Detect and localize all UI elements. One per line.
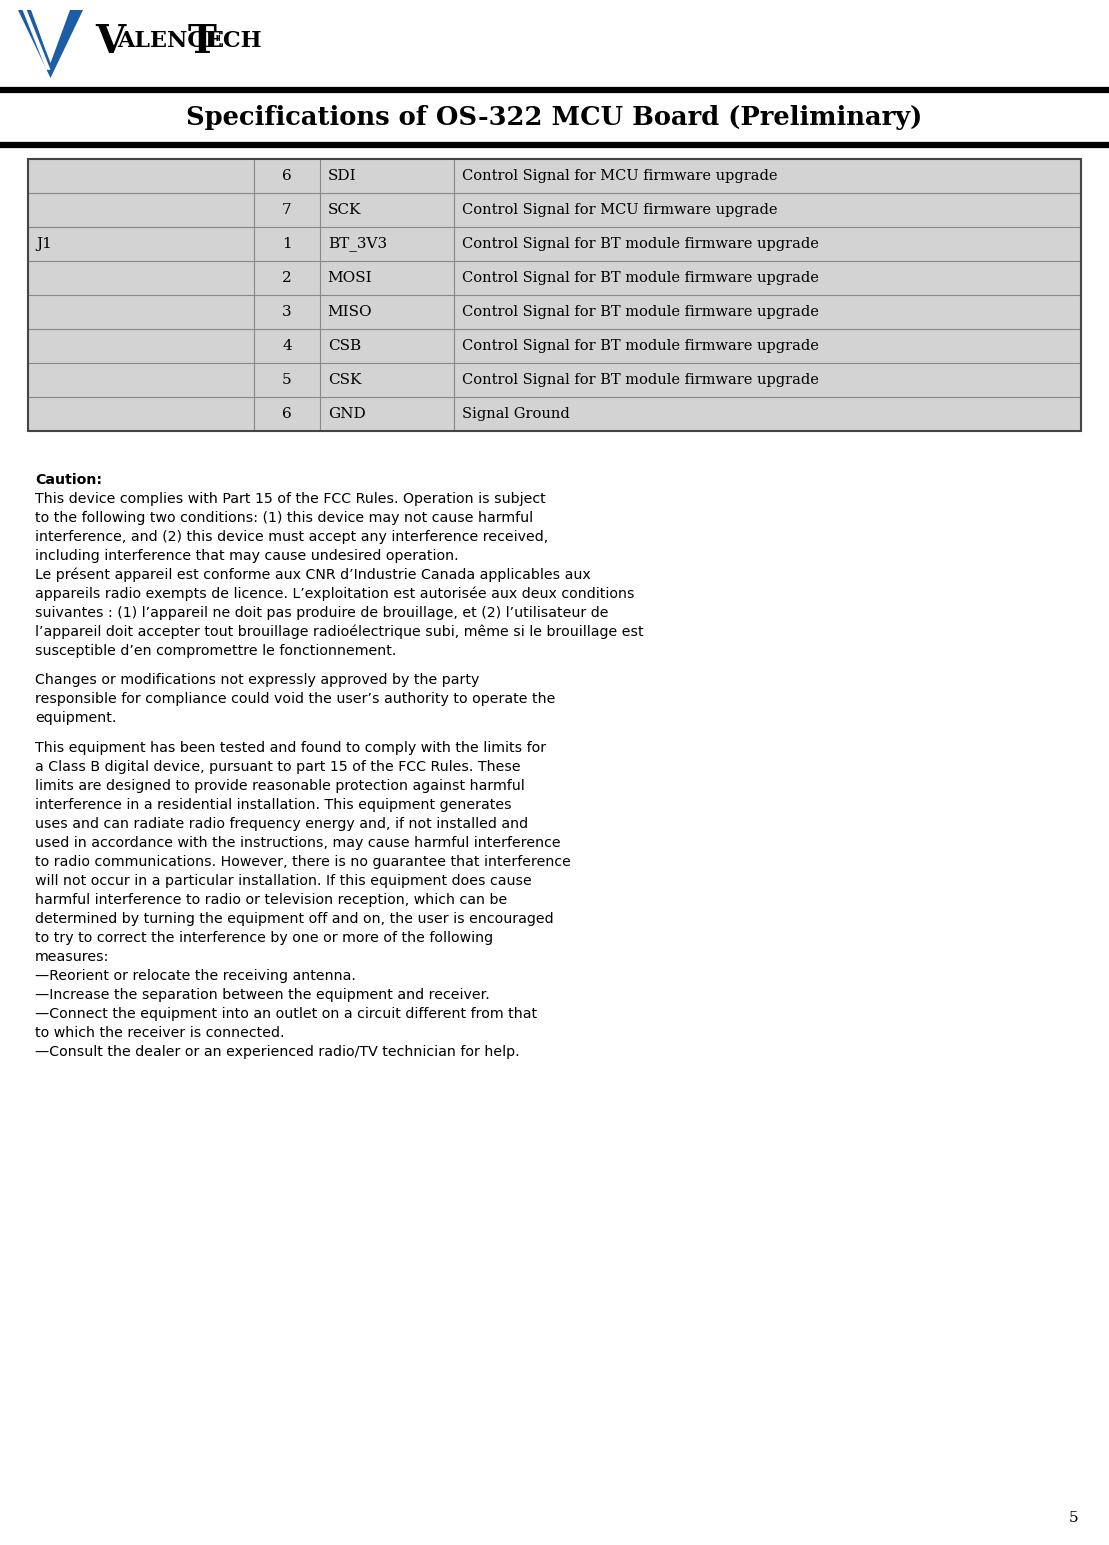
Text: appareils radio exempts de licence. L’exploitation est autorisée aux deux condit: appareils radio exempts de licence. L’ex… <box>35 587 634 601</box>
Text: —Reorient or relocate the receiving antenna.: —Reorient or relocate the receiving ante… <box>35 969 356 983</box>
Text: l’appareil doit accepter tout brouillage radioélectrique subi, même si le brouil: l’appareil doit accepter tout brouillage… <box>35 626 643 640</box>
Polygon shape <box>32 9 51 51</box>
Text: MISO: MISO <box>327 304 373 318</box>
Text: 3: 3 <box>282 304 292 318</box>
Text: determined by turning the equipment off and on, the user is encouraged: determined by turning the equipment off … <box>35 912 553 925</box>
Text: J1: J1 <box>35 236 52 250</box>
Text: GND: GND <box>327 406 366 420</box>
Text: BT_3V3: BT_3V3 <box>327 236 387 252</box>
Text: to which the receiver is connected.: to which the receiver is connected. <box>35 1026 285 1040</box>
Text: will not occur in a particular installation. If this equipment does cause: will not occur in a particular installat… <box>35 874 531 888</box>
Text: T: T <box>189 23 217 62</box>
Text: CSK: CSK <box>327 372 362 386</box>
Bar <box>28 159 1081 431</box>
Text: 7: 7 <box>282 202 292 216</box>
Text: Caution:: Caution: <box>35 473 102 487</box>
Text: V: V <box>95 23 125 62</box>
Polygon shape <box>22 9 51 70</box>
Text: —Connect the equipment into an outlet on a circuit different from that: —Connect the equipment into an outlet on… <box>35 1007 537 1021</box>
Text: This equipment has been tested and found to comply with the limits for: This equipment has been tested and found… <box>35 742 546 756</box>
Text: SDI: SDI <box>327 168 356 182</box>
Text: interference, and (2) this device must accept any interference received,: interference, and (2) this device must a… <box>35 530 548 544</box>
Text: measures:: measures: <box>35 950 110 964</box>
Text: CSB: CSB <box>327 338 360 352</box>
Text: Control Signal for BT module firmware upgrade: Control Signal for BT module firmware up… <box>462 338 820 352</box>
Text: including interference that may cause undesired operation.: including interference that may cause un… <box>35 548 459 562</box>
Text: suivantes : (1) l’appareil ne doit pas produire de brouillage, et (2) l’utilisat: suivantes : (1) l’appareil ne doit pas p… <box>35 606 609 620</box>
Text: MOSI: MOSI <box>327 270 373 284</box>
Text: harmful interference to radio or television reception, which can be: harmful interference to radio or televis… <box>35 893 507 907</box>
Bar <box>28 159 1081 431</box>
Text: Signal Ground: Signal Ground <box>462 406 570 420</box>
Text: This device complies with Part 15 of the FCC Rules. Operation is subject: This device complies with Part 15 of the… <box>35 491 546 507</box>
Text: to try to correct the interference by one or more of the following: to try to correct the interference by on… <box>35 932 494 946</box>
Text: uses and can radiate radio frequency energy and, if not installed and: uses and can radiate radio frequency ene… <box>35 817 528 831</box>
Text: SCK: SCK <box>327 202 362 216</box>
Text: 1: 1 <box>282 236 292 250</box>
Text: interference in a residential installation. This equipment generates: interference in a residential installati… <box>35 797 511 813</box>
Text: equipment.: equipment. <box>35 711 116 726</box>
Bar <box>0 0 1109 88</box>
Text: 6: 6 <box>282 168 292 182</box>
Text: Control Signal for MCU firmware upgrade: Control Signal for MCU firmware upgrade <box>462 168 779 182</box>
Text: 4: 4 <box>282 338 292 352</box>
Text: Control Signal for BT module firmware upgrade: Control Signal for BT module firmware up… <box>462 304 820 318</box>
Text: to radio communications. However, there is no guarantee that interference: to radio communications. However, there … <box>35 854 571 868</box>
Text: responsible for compliance could void the user’s authority to operate the: responsible for compliance could void th… <box>35 692 556 706</box>
Polygon shape <box>18 9 83 77</box>
Text: a Class B digital device, pursuant to part 15 of the FCC Rules. These: a Class B digital device, pursuant to pa… <box>35 760 520 774</box>
Text: Control Signal for BT module firmware upgrade: Control Signal for BT module firmware up… <box>462 236 820 250</box>
Text: Control Signal for BT module firmware upgrade: Control Signal for BT module firmware up… <box>462 270 820 284</box>
Text: 6: 6 <box>282 406 292 420</box>
Text: used in accordance with the instructions, may cause harmful interference: used in accordance with the instructions… <box>35 836 561 850</box>
Text: to the following two conditions: (1) this device may not cause harmful: to the following two conditions: (1) thi… <box>35 511 533 525</box>
Text: —Consult the dealer or an experienced radio/TV technician for help.: —Consult the dealer or an experienced ra… <box>35 1044 520 1058</box>
Text: Control Signal for BT module firmware upgrade: Control Signal for BT module firmware up… <box>462 372 820 386</box>
Text: limits are designed to provide reasonable protection against harmful: limits are designed to provide reasonabl… <box>35 779 525 793</box>
Text: 2: 2 <box>282 270 292 284</box>
Text: —Increase the separation between the equipment and receiver.: —Increase the separation between the equ… <box>35 987 490 1001</box>
Text: 5: 5 <box>282 372 292 386</box>
Text: ECH: ECH <box>207 31 263 53</box>
Text: 5: 5 <box>1069 1511 1079 1525</box>
Text: Specifications of OS-322 MCU Board (Preliminary): Specifications of OS-322 MCU Board (Prel… <box>186 105 923 130</box>
Text: susceptible d’en compromettre le fonctionnement.: susceptible d’en compromettre le fonctio… <box>35 644 396 658</box>
Text: Control Signal for MCU firmware upgrade: Control Signal for MCU firmware upgrade <box>462 202 779 216</box>
Text: ALENCE: ALENCE <box>118 31 222 53</box>
Text: Le présent appareil est conforme aux CNR d’Industrie Canada applicables aux: Le présent appareil est conforme aux CNR… <box>35 569 591 582</box>
Text: Changes or modifications not expressly approved by the party: Changes or modifications not expressly a… <box>35 674 479 688</box>
